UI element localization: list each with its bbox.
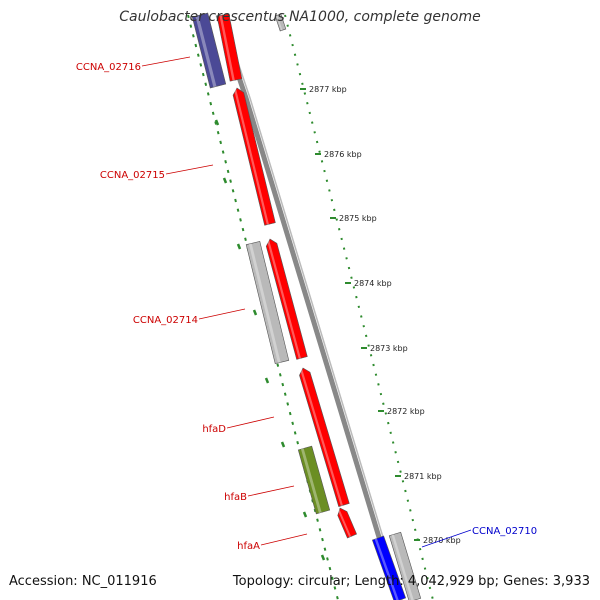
gene-label-ccna-02714: CCNA_02714 [133, 315, 198, 326]
ruler-tick [302, 511, 308, 518]
topology-text: Topology: circular; Length: 4,042,929 bp… [232, 574, 590, 589]
map-title: Caulobacter crescentus NA1000, complete … [119, 9, 481, 25]
leader-line-hfab [247, 485, 295, 497]
ruler-label: 2873 kbp [370, 344, 408, 353]
ruler-label: 2877 kbp [309, 85, 347, 94]
feature-ccna-02715 [232, 87, 276, 226]
gene-label-ccna-02710: CCNA_02710 [472, 526, 537, 537]
leader-line-ccna-02716 [141, 56, 191, 67]
ruler-tick [280, 441, 286, 448]
leader-line-hfad [226, 416, 275, 429]
gene-label-ccna-02715: CCNA_02715 [100, 170, 165, 181]
feature-top-reverse [274, 13, 287, 32]
accession-text: Accession: NC_011916 [9, 574, 157, 589]
feature-hfad [299, 367, 350, 507]
leader-line-ccna-02715 [165, 164, 214, 175]
ruler-tick [252, 309, 258, 316]
gene-label-hfab: hfaB [224, 492, 247, 503]
feature-hfaa [337, 507, 357, 539]
ruler-label: 2875 kbp [339, 214, 377, 223]
feature-reverse-bottom [388, 531, 422, 600]
ruler-label: 2871 kbp [404, 472, 442, 481]
feature-hfab [297, 445, 331, 515]
feature-other [191, 12, 227, 89]
gene-label-hfad: hfaD [202, 424, 226, 435]
feature-top-reverse-shine [276, 15, 283, 31]
gene-label-ccna-02716: CCNA_02716 [76, 62, 141, 73]
feature-hfad-shine [299, 368, 343, 506]
ruler-label: 2872 kbp [387, 407, 425, 416]
ruler-label: 2874 kbp [354, 279, 392, 288]
ruler-tick [320, 554, 326, 561]
leader-line-hfaa [260, 533, 308, 546]
feature-ccna-02714-reverse-shine [248, 243, 281, 363]
feature-reverse-bottom-shine [391, 534, 414, 600]
leader-line-ccna-02710 [421, 529, 472, 548]
feature-other-shine [195, 15, 217, 88]
leader-line-ccna-02714 [198, 308, 246, 320]
feature-hfaa-shine [337, 508, 352, 538]
feature-ccna-02715-shine [233, 88, 269, 225]
feature-ccna-02710 [371, 535, 407, 600]
feature-ccna-02716-shine [219, 15, 235, 81]
feature-ccna-02710-shine [374, 538, 399, 600]
ruler-tick [222, 177, 228, 184]
ruler-tick [214, 119, 220, 126]
ruler-tick [264, 377, 270, 384]
feature-ccna-02716 [216, 13, 243, 82]
feature-ccna-02714-shine [266, 239, 301, 359]
ruler-tick [236, 243, 242, 250]
ruler-label: 2876 kbp [324, 150, 362, 159]
feature-ccna-02714-reverse [245, 240, 290, 365]
ruler-dash-line [284, 14, 434, 600]
feature-hfab-shine [300, 448, 322, 514]
gene-label-hfaa: hfaA [237, 541, 260, 552]
feature-ccna-02714 [265, 238, 308, 360]
